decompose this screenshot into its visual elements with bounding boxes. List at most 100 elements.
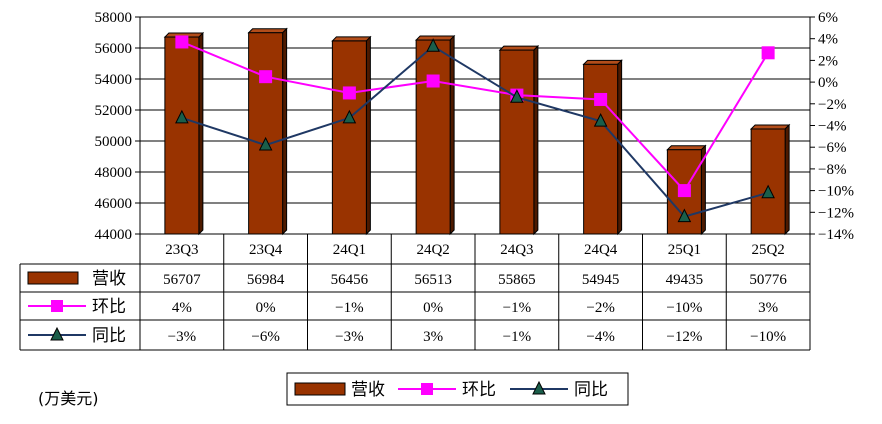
bar-face	[248, 32, 284, 235]
y-right-tick-label: 4%	[818, 32, 838, 48]
legend-key-marker	[421, 383, 433, 395]
table-cell: −4%	[586, 329, 614, 345]
x-tick-label: 23Q4	[249, 242, 283, 258]
table-cell: 55865	[498, 272, 536, 288]
table-cell: −3%	[335, 329, 363, 345]
bar	[498, 44, 540, 236]
series-line	[181, 45, 769, 218]
y-right-tick-label: 6%	[818, 10, 838, 26]
bar	[414, 34, 456, 236]
table-cell: 3%	[423, 329, 443, 345]
square-marker	[342, 86, 356, 100]
table-cell: 56456	[331, 272, 369, 288]
legend: 营收 环比 同比	[286, 372, 629, 406]
x-tick-label: 23Q3	[165, 242, 198, 258]
y-right-tick-label: −10%	[818, 184, 854, 200]
table-cell: −10%	[750, 329, 786, 345]
legend-label: 营收	[351, 380, 385, 400]
bar-face	[583, 63, 619, 235]
bar-top	[666, 145, 707, 151]
table-cell: −1%	[503, 329, 531, 345]
legend-key-marker	[532, 380, 546, 395]
table-key-marker	[51, 300, 63, 312]
legend-key-bar	[294, 382, 346, 396]
bar	[247, 27, 288, 236]
table-cell: −6%	[251, 329, 279, 345]
triangle-marker	[426, 38, 440, 52]
table-cell: −12%	[666, 329, 702, 345]
bar-face	[331, 40, 367, 235]
bar-top	[247, 28, 288, 34]
table-cell: 56707	[163, 272, 201, 288]
data-table: 23Q3 23Q4 24Q1 24Q2 24Q3 24Q4 25Q1 25Q2 营收 56707 5…	[19, 233, 811, 351]
table-cell: 56513	[414, 272, 452, 288]
bar-face	[164, 36, 200, 235]
bar-side	[198, 31, 204, 236]
bar-top	[498, 45, 540, 51]
y-right-tick-label: −6%	[818, 140, 846, 156]
bar-side	[449, 34, 455, 236]
table-cell: 50776	[749, 272, 787, 288]
table-cell: 49435	[666, 272, 704, 288]
bar-top	[414, 35, 456, 41]
y-left-tick-label: 54000	[95, 72, 133, 88]
triangle-marker	[677, 208, 692, 223]
gridlines	[140, 16, 810, 235]
bar-side	[365, 35, 371, 236]
y-left-tick-label: 46000	[95, 196, 133, 212]
bar-top	[582, 59, 623, 65]
table-cell: 0%	[256, 300, 276, 316]
square-marker	[426, 74, 440, 88]
table-cell: 3%	[758, 300, 778, 316]
table-key-bar	[27, 271, 79, 285]
y-right-tick-label: −14%	[818, 227, 854, 243]
y-left-tick-label: 50000	[95, 134, 133, 150]
y-left-tick-label: 58000	[95, 10, 133, 26]
y-left-tick-label: 48000	[95, 165, 133, 181]
y-right-tick-label: −2%	[818, 97, 846, 113]
axes: 44000 46000 48000 50000 52000 54000 56000 58000…	[95, 10, 854, 243]
bar	[749, 123, 791, 236]
square-marker	[594, 92, 608, 106]
table-row-label: 同比	[92, 326, 126, 346]
x-tick-label: 25Q2	[751, 242, 784, 258]
table-cell: −1%	[335, 300, 363, 316]
triangle-marker	[761, 184, 775, 199]
triangle-marker	[593, 113, 608, 127]
table-cell: −1%	[503, 300, 531, 316]
square-marker	[677, 184, 691, 198]
table-key-marker	[50, 326, 64, 341]
triangle-marker	[258, 136, 273, 151]
x-tick-label: 24Q1	[333, 242, 366, 258]
table-cell: −10%	[666, 300, 702, 316]
revenue-bars	[163, 27, 791, 236]
square-marker	[175, 35, 189, 49]
table-cell: 54945	[582, 272, 620, 288]
y-left-tick-label: 56000	[95, 41, 133, 57]
y-right-tick-label: −4%	[818, 119, 846, 135]
bar-side	[617, 59, 623, 236]
bar-face	[499, 49, 535, 235]
bar-face	[415, 39, 451, 235]
bar-top	[331, 36, 372, 42]
triangle-marker	[510, 89, 524, 103]
y-left-tick-label: 44000	[95, 227, 133, 243]
y-right-tick-label: 2%	[818, 53, 838, 69]
triangle-marker	[175, 109, 189, 124]
y-right-tick-label: 0%	[818, 75, 838, 91]
legend-label: 环比	[462, 380, 496, 400]
square-marker	[761, 46, 775, 60]
legend-label: 同比	[574, 380, 608, 400]
table-cell: −2%	[586, 300, 614, 316]
table-cell: 56984	[247, 272, 285, 288]
bar-side	[533, 44, 539, 236]
x-tick-label: 24Q2	[416, 242, 449, 258]
square-marker	[259, 70, 273, 84]
table-cell: −3%	[168, 329, 196, 345]
unit-label: (万美元)	[38, 389, 99, 408]
bar	[582, 59, 623, 236]
y-right-tick-label: −8%	[818, 162, 846, 178]
table-cell: 4%	[172, 300, 192, 316]
y-right-tick-label: −12%	[818, 205, 854, 221]
